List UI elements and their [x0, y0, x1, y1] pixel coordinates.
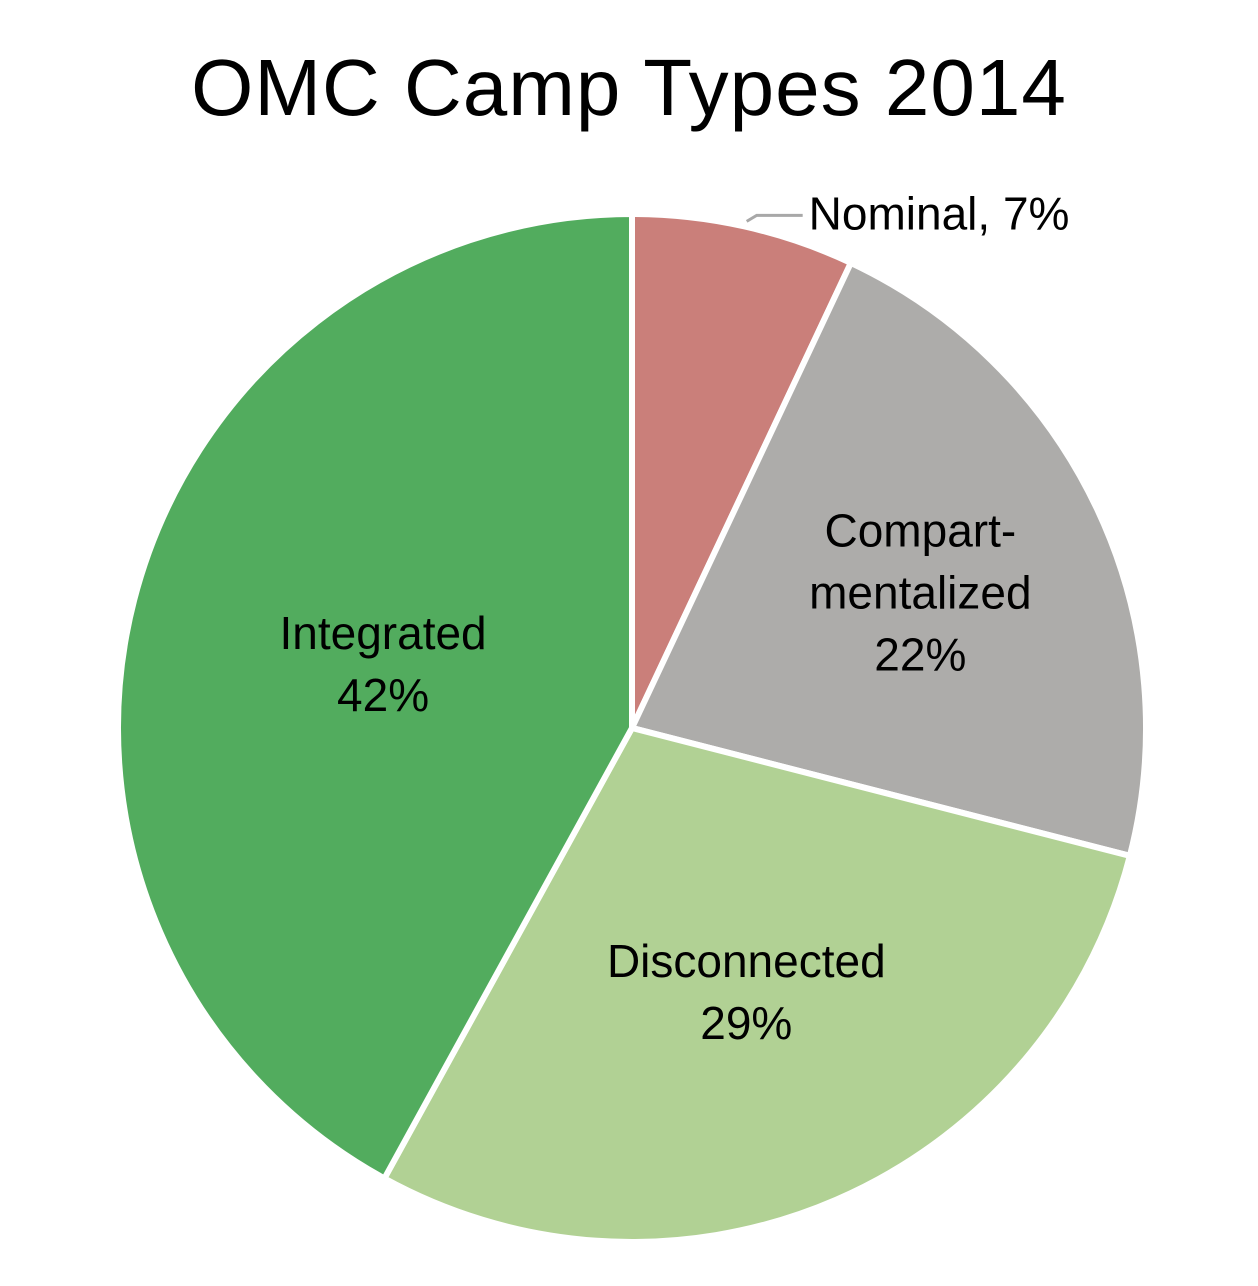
slice-label-integrated: Integrated 42% — [279, 607, 486, 721]
slice-label-line: Compart- — [824, 504, 1016, 556]
slice-label-line: Integrated — [279, 607, 486, 659]
pie-slice-integrated — [115, 211, 635, 1182]
slice-label-line: Disconnected — [607, 935, 886, 987]
slice-label-nominal: Nominal, 7% — [809, 187, 1070, 239]
chart-title: OMC Camp Types 2014 — [191, 43, 1067, 132]
slice-label-line: 42% — [337, 669, 429, 721]
slice-label-line: 29% — [700, 997, 792, 1049]
slice-label-line: mentalized — [809, 566, 1031, 618]
pie-slice-compartmentalized — [629, 259, 1149, 859]
leader-lines — [745, 213, 803, 223]
pie-slice-disconnected — [381, 725, 1133, 1245]
slice-label-compartmentalized: Compart-mentalized 22% — [809, 504, 1031, 680]
slice-label-disconnected: Disconnected 29% — [607, 935, 886, 1049]
leader-line-nominal — [745, 213, 803, 223]
slice-labels: Nominal, 7% Compart-mentalized 22% Disconne… — [279, 187, 1069, 1049]
pie-slice-nominal — [629, 211, 854, 731]
slice-label-line: 22% — [874, 628, 966, 680]
pie-slices — [115, 211, 1149, 1245]
